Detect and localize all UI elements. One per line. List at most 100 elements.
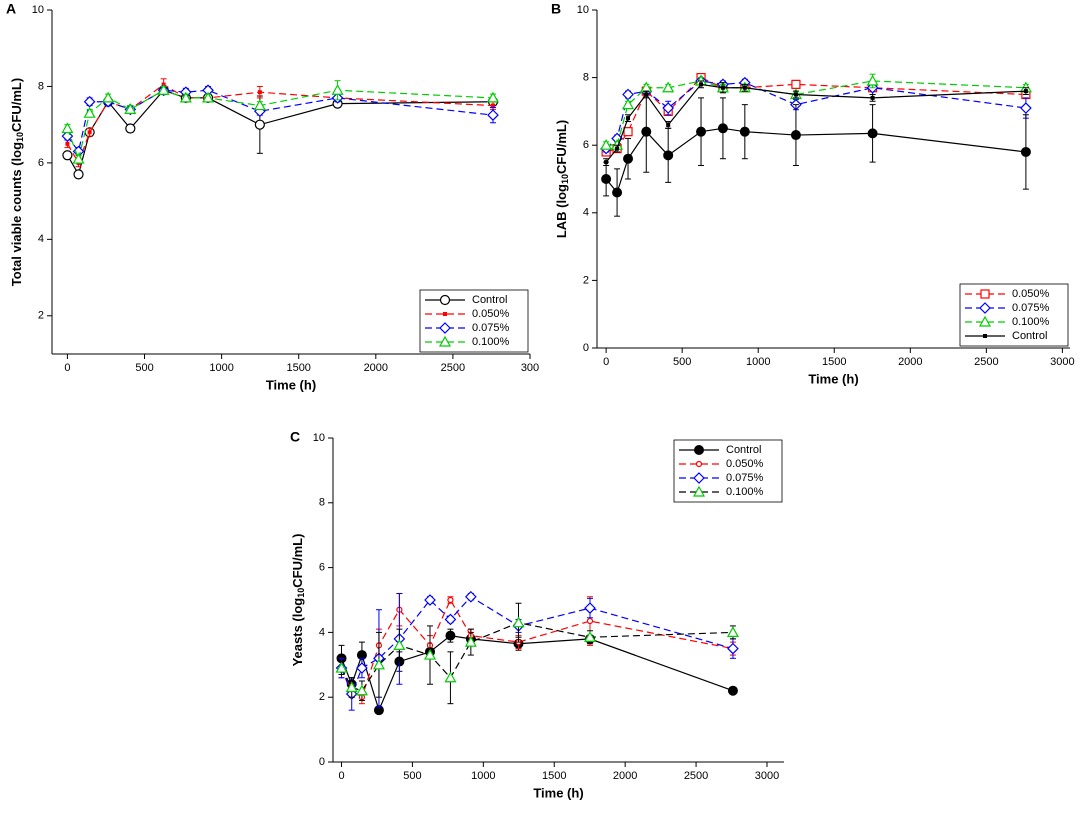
marker <box>254 119 265 130</box>
marker <box>465 590 477 603</box>
legend-label: 0.050% <box>472 308 510 320</box>
marker <box>355 684 368 696</box>
x-tick-label: 1000 <box>471 770 495 782</box>
marker <box>626 116 631 121</box>
marker <box>124 103 137 114</box>
marker <box>586 617 594 625</box>
marker <box>61 122 74 134</box>
y-axis-label-part: Total viable counts (log <box>9 142 24 286</box>
panel-letter: C <box>290 429 300 445</box>
marker <box>83 106 96 118</box>
marker <box>739 126 750 137</box>
x-tick-label: 1000 <box>209 362 233 374</box>
y-tick-label: 4 <box>583 207 589 219</box>
y-tick-label: 4 <box>319 626 325 638</box>
marker <box>662 81 675 93</box>
x-tick-label: 1500 <box>542 770 566 782</box>
marker <box>694 445 704 455</box>
marker <box>512 616 525 628</box>
marker <box>464 635 477 647</box>
marker <box>444 613 457 626</box>
marker <box>356 662 368 674</box>
marker <box>791 79 801 89</box>
y-axis-label-part: 10 <box>15 132 25 142</box>
marker <box>727 642 739 655</box>
series-line <box>605 76 1026 153</box>
y-tick-label: 2 <box>583 274 589 286</box>
marker <box>444 671 457 683</box>
marker <box>622 98 635 110</box>
marker <box>490 103 495 108</box>
legend-label: 0.100% <box>472 336 510 348</box>
y-tick-label: 10 <box>577 4 589 16</box>
marker <box>372 658 385 670</box>
legend-label: Control <box>472 294 507 306</box>
x-tick-label: 500 <box>403 770 421 782</box>
panel-letter: A <box>6 1 16 17</box>
marker <box>487 109 499 121</box>
x-tick-label: 0 <box>603 356 609 368</box>
marker <box>83 95 96 108</box>
marker <box>742 85 747 90</box>
marker <box>980 289 990 299</box>
marker <box>65 141 70 146</box>
x-tick-label: 2500 <box>684 770 708 782</box>
marker <box>692 485 706 497</box>
marker <box>439 294 451 306</box>
marker <box>793 92 798 97</box>
marker <box>622 88 634 101</box>
y-tick-label: 8 <box>583 72 589 84</box>
marker <box>62 150 73 161</box>
marker <box>615 146 620 151</box>
marker <box>424 594 436 606</box>
marker <box>202 91 215 103</box>
x-tick-label: 1000 <box>746 356 770 368</box>
marker <box>445 630 456 641</box>
x-tick-label: 2500 <box>441 362 465 374</box>
marker <box>623 127 633 137</box>
marker <box>726 626 739 638</box>
x-tick-label: 2500 <box>974 356 998 368</box>
marker <box>335 661 348 673</box>
x-tick-label: 500 <box>673 356 691 368</box>
marker <box>983 334 987 338</box>
marker <box>486 91 500 103</box>
legend-label: 0.100% <box>1012 316 1050 328</box>
marker <box>693 472 705 484</box>
x-tick-label: 0 <box>338 770 344 782</box>
y-tick-label: 8 <box>319 497 325 509</box>
marker <box>699 82 704 87</box>
y-axis-label: Yeasts (log10CFU/mL) <box>290 534 306 667</box>
marker <box>727 685 738 696</box>
y-tick-label: 6 <box>38 157 44 169</box>
marker <box>641 126 652 137</box>
y-tick-label: 2 <box>319 691 325 703</box>
marker <box>584 602 596 614</box>
marker <box>1020 102 1032 114</box>
marker <box>179 91 192 103</box>
marker <box>345 681 358 693</box>
x-tick-label: 1500 <box>286 362 310 374</box>
marker <box>257 90 262 95</box>
marker <box>102 91 115 103</box>
legend-label: 0.050% <box>726 458 764 470</box>
legend-label: Control <box>1012 330 1047 342</box>
series-line <box>340 595 734 696</box>
marker <box>583 631 597 642</box>
y-axis-label-part: 10 <box>560 174 570 184</box>
marker <box>870 95 875 100</box>
marker <box>393 639 406 650</box>
marker <box>623 153 634 164</box>
y-tick-label: 8 <box>38 80 44 92</box>
x-axis-label: Time (h) <box>808 371 858 386</box>
series-line <box>66 89 494 153</box>
marker <box>978 315 992 327</box>
x-tick-label: 500 <box>135 362 153 374</box>
legend-label: 0.050% <box>1012 288 1050 300</box>
marker <box>662 102 675 114</box>
legend-label: Control <box>726 444 761 456</box>
y-tick-label: 2 <box>38 310 44 322</box>
marker <box>867 128 878 139</box>
x-axis-label: Time (h) <box>533 785 583 800</box>
marker <box>1023 89 1028 94</box>
